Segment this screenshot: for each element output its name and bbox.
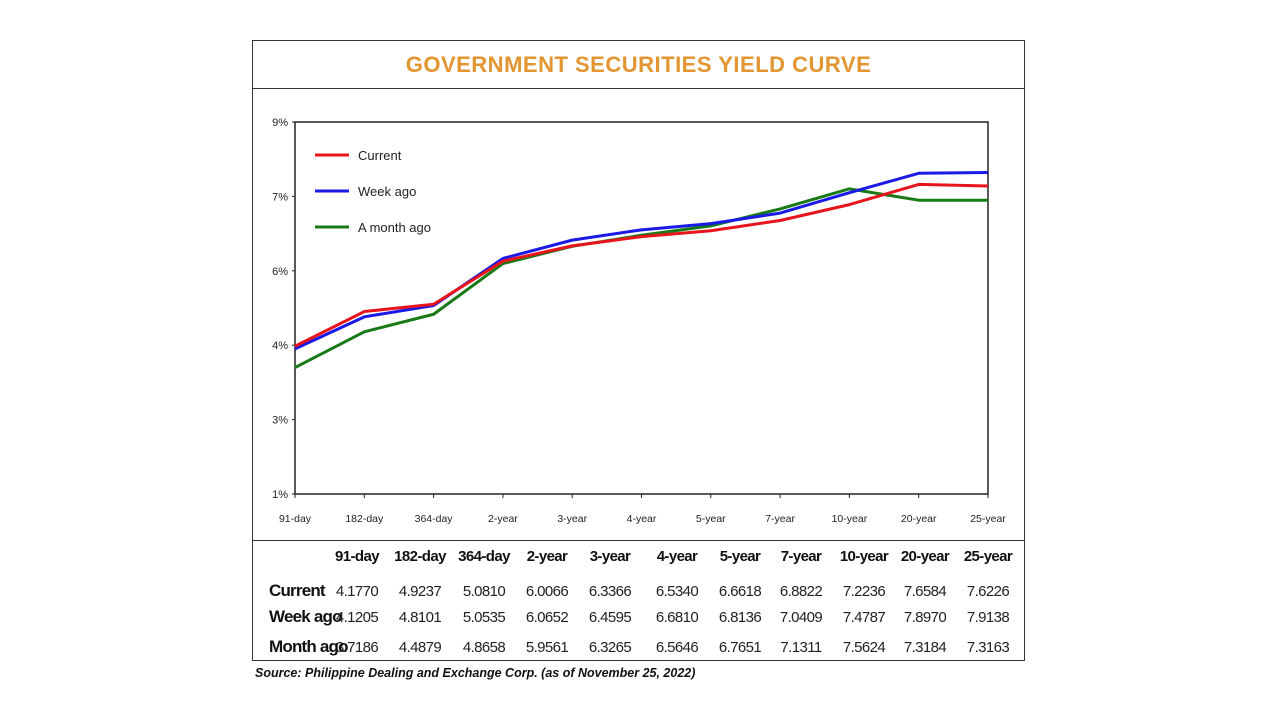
table-cell: 4.1770 <box>336 583 379 600</box>
table-cell: 6.8822 <box>780 583 823 600</box>
table-cell: 7.5624 <box>843 639 886 656</box>
y-tick-label: 7% <box>272 191 288 203</box>
x-tick-label: 5-year <box>696 513 726 525</box>
x-tick-label: 10-year <box>832 513 868 525</box>
legend-label: Current <box>358 148 402 163</box>
table-cell: 6.0652 <box>526 609 569 626</box>
table-cell: 5.0535 <box>463 609 506 626</box>
table-cell: 5.0810 <box>463 583 506 600</box>
table-cell: 6.8136 <box>719 609 762 626</box>
table-header: 7-year <box>781 548 822 565</box>
table-header: 182-day <box>394 548 447 565</box>
table-cell: 6.6618 <box>719 583 762 600</box>
table-header: 3-year <box>590 548 631 565</box>
y-tick-label: 6% <box>272 266 288 278</box>
chart-title: GOVERNMENT SECURITIES YIELD CURVE <box>253 41 1024 89</box>
table-cell: 6.5340 <box>656 583 699 600</box>
chart-frame: GOVERNMENT SECURITIES YIELD CURVE <box>252 40 1025 661</box>
table-cell: 7.4787 <box>843 609 886 626</box>
legend-label: Week ago <box>358 184 416 199</box>
table-cell: 7.1311 <box>780 639 821 656</box>
table-cell: 6.5646 <box>656 639 699 656</box>
table-cell: 6.7651 <box>719 639 762 656</box>
table-header: 2-year <box>527 548 568 565</box>
table-header: 4-year <box>657 548 698 565</box>
table-cell: 6.3366 <box>589 583 632 600</box>
table-header: 91-day <box>335 548 380 565</box>
table-cell: 4.9237 <box>399 583 442 600</box>
table-cell: 7.8970 <box>904 609 947 626</box>
y-tick-label: 4% <box>272 340 288 352</box>
table-header: 5-year <box>720 548 761 565</box>
table-cell: 7.6226 <box>967 583 1010 600</box>
table-header: 25-year <box>964 548 1013 565</box>
x-tick-label: 20-year <box>901 513 937 525</box>
table-cell: 7.3184 <box>904 639 947 656</box>
table-cell: 4.8101 <box>399 609 442 626</box>
table-cell: 7.9138 <box>967 609 1010 626</box>
table-cell: 4.8658 <box>463 639 506 656</box>
table-cell: 7.6584 <box>904 583 947 600</box>
table-cell: 3.7186 <box>336 639 379 656</box>
series-line-week-ago <box>294 171 989 351</box>
table-cell: 6.4595 <box>589 609 632 626</box>
table-cell: 5.9561 <box>526 639 569 656</box>
table-cell: 7.3163 <box>967 639 1010 656</box>
x-tick-label: 364-day <box>415 513 454 525</box>
table-cell: 4.1205 <box>336 609 379 626</box>
table-cell: 7.2236 <box>843 583 886 600</box>
table-row-label: Current <box>269 581 326 600</box>
x-tick-label: 3-year <box>557 513 587 525</box>
x-tick-label: 25-year <box>970 513 1006 525</box>
legend-label: A month ago <box>358 220 431 235</box>
x-tick-label: 4-year <box>627 513 657 525</box>
table-cell: 6.0066 <box>526 583 569 600</box>
source-note: Source: Philippine Dealing and Exchange … <box>255 666 696 680</box>
x-tick-label: 182-day <box>345 513 384 525</box>
x-tick-label: 2-year <box>488 513 518 525</box>
table-header: 10-year <box>840 548 889 565</box>
table-cell: 4.4879 <box>399 639 442 656</box>
table-divider <box>253 540 1024 541</box>
y-tick-label: 3% <box>272 415 288 427</box>
x-tick-label: 91-day <box>279 513 312 525</box>
series-line-a-month-ago <box>294 187 989 369</box>
y-tick-label: 1% <box>272 489 288 501</box>
table-cell: 6.6810 <box>656 609 699 626</box>
x-tick-label: 7-year <box>765 513 795 525</box>
series-line-current <box>294 182 989 348</box>
table-cell: 7.0409 <box>780 609 823 626</box>
table-row-label: Week ago <box>269 607 342 626</box>
table-row-label: Month ago <box>269 637 348 656</box>
table-cell: 6.3265 <box>589 639 632 656</box>
y-tick-label: 9% <box>272 117 288 129</box>
table-header: 20-year <box>901 548 950 565</box>
table-header: 364-day <box>458 548 511 565</box>
